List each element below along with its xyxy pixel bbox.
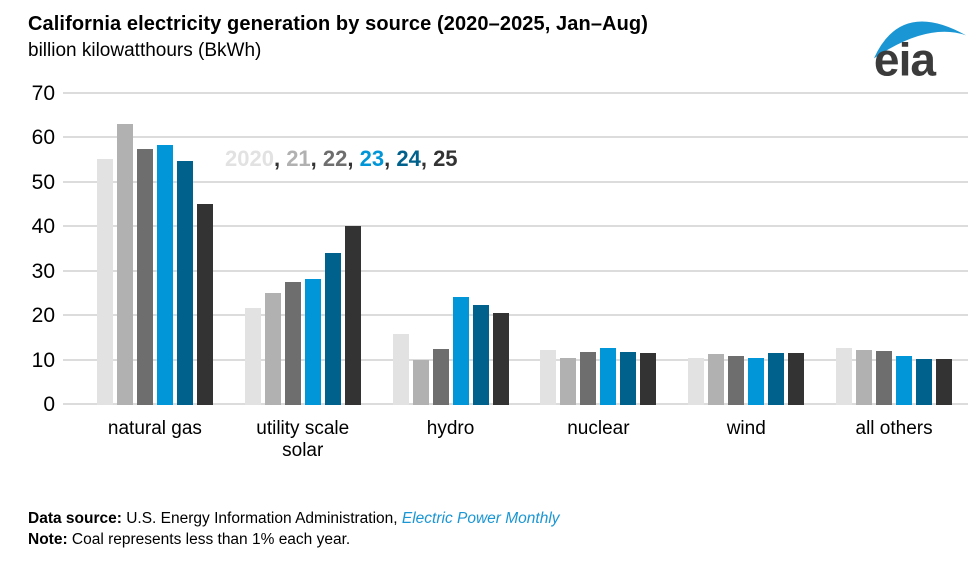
gridline [63, 269, 968, 272]
legend-separator: , [384, 146, 397, 171]
bar-group-utility-scale-solar [229, 94, 377, 405]
gridline [63, 225, 968, 228]
bar-2020-all-others [836, 347, 853, 405]
legend-separator: , [420, 146, 434, 171]
bar-22-hydro [432, 349, 449, 405]
bar-21-utility-scale-solar [264, 292, 281, 405]
x-axis: natural gas utility scale solar hydro nucle… [63, 418, 968, 462]
bar-groups [63, 94, 968, 405]
bar-22-utility-scale-solar [284, 281, 301, 405]
bar-22-all-others [876, 351, 893, 405]
bar-25-nuclear [640, 352, 657, 405]
bar-group-natural-gas [81, 94, 229, 405]
x-axis-label-all-others: all others [855, 418, 933, 439]
note-text: Coal represents less than 1% each year. [67, 531, 351, 548]
data-source-line: Data source: U.S. Energy Information Adm… [28, 508, 560, 529]
bar-21-all-others [856, 350, 873, 405]
x-axis-label-wind: wind [726, 418, 766, 439]
x-axis-label-hydro: hydro [426, 418, 475, 439]
bar-22-wind [728, 356, 745, 405]
bar-24-utility-scale-solar [324, 253, 341, 405]
x-axis-label-natural-gas: natural gas [107, 418, 202, 439]
gridline [63, 314, 968, 317]
chart-legend: 2020, 21, 22, 23, 24, 25 [225, 146, 458, 172]
bar-22-nuclear [580, 351, 597, 405]
gridline [63, 403, 968, 405]
legend-year-24: 24 [396, 146, 421, 171]
gridline [63, 92, 968, 94]
y-axis-tick-label: 70 [31, 82, 55, 105]
bar-25-utility-scale-solar [344, 226, 361, 405]
footer-notes: Data source: U.S. Energy Information Adm… [28, 508, 560, 550]
gridline [63, 180, 968, 183]
bar-2020-hydro [392, 333, 409, 405]
bar-21-wind [708, 353, 725, 405]
svg-text:eia: eia [874, 34, 937, 82]
bar-2020-natural-gas [96, 158, 113, 405]
bar-21-nuclear [560, 358, 577, 405]
bar-25-all-others [936, 359, 953, 405]
bar-group-wind [672, 94, 820, 405]
x-axis-label-utility-scale-solar: utility scale solar [256, 418, 350, 461]
bar-22-natural-gas [136, 149, 153, 405]
bar-23-nuclear [600, 348, 617, 405]
bar-group-all-others [820, 94, 968, 405]
note-line: Note: Coal represents less than 1% each … [28, 529, 560, 550]
bar-group-nuclear [524, 94, 672, 405]
legend-year-21: 21 [286, 146, 311, 171]
legend-year-23: 23 [359, 146, 385, 171]
bar-21-natural-gas [116, 124, 133, 405]
bar-25-wind [788, 352, 805, 405]
bar-2020-utility-scale-solar [244, 308, 261, 405]
gridline [63, 358, 968, 361]
bar-23-wind [748, 358, 765, 405]
legend-year-25: 25 [433, 146, 458, 171]
bar-25-hydro [492, 313, 509, 405]
y-axis-tick-label: 50 [31, 170, 55, 194]
legend-year-22: 22 [322, 146, 348, 171]
bar-23-natural-gas [156, 145, 173, 405]
bar-24-nuclear [620, 351, 637, 405]
data-source-label: Data source: [28, 510, 122, 527]
plot-area: 2020, 21, 22, 23, 24, 25 [63, 92, 968, 405]
legend-separator: , [347, 146, 360, 171]
bar-23-utility-scale-solar [304, 278, 321, 405]
bar-24-natural-gas [176, 160, 193, 405]
eia-logo-icon: eia [873, 21, 967, 82]
bar-2020-nuclear [540, 349, 557, 405]
y-axis-tick-label: 60 [31, 126, 55, 150]
bar-group-hydro [377, 94, 525, 405]
x-axis-label-nuclear: nuclear [567, 418, 630, 439]
bar-24-wind [768, 352, 785, 405]
y-axis-tick-label: 0 [43, 393, 55, 416]
y-axis-tick-label: 20 [31, 304, 55, 328]
y-axis-tick-label: 30 [31, 259, 55, 283]
legend-separator: , [310, 146, 323, 171]
bar-21-hydro [412, 359, 429, 405]
data-source-text: U.S. Energy Information Administration, [121, 510, 402, 527]
gridline [63, 136, 968, 139]
bar-25-natural-gas [196, 203, 213, 405]
y-axis-tick-label: 10 [31, 348, 55, 372]
bar-24-hydro [472, 305, 489, 405]
chart-units-subtitle: billion kilowatthours (BkWh) [28, 40, 262, 61]
bar-23-hydro [452, 297, 469, 405]
legend-separator: , [273, 146, 287, 171]
bar-24-all-others [916, 358, 933, 405]
page-title: California electricity generation by sou… [28, 13, 648, 35]
bar-2020-wind [688, 358, 705, 405]
y-axis-tick-label: 40 [31, 215, 55, 239]
bar-23-all-others [896, 356, 913, 405]
electric-power-monthly-link[interactable]: Electric Power Monthly [401, 510, 560, 527]
note-label: Note: [28, 531, 68, 548]
legend-year-2020: 2020 [225, 146, 274, 171]
y-axis: 0 10 20 30 40 50 60 70 [0, 83, 55, 416]
